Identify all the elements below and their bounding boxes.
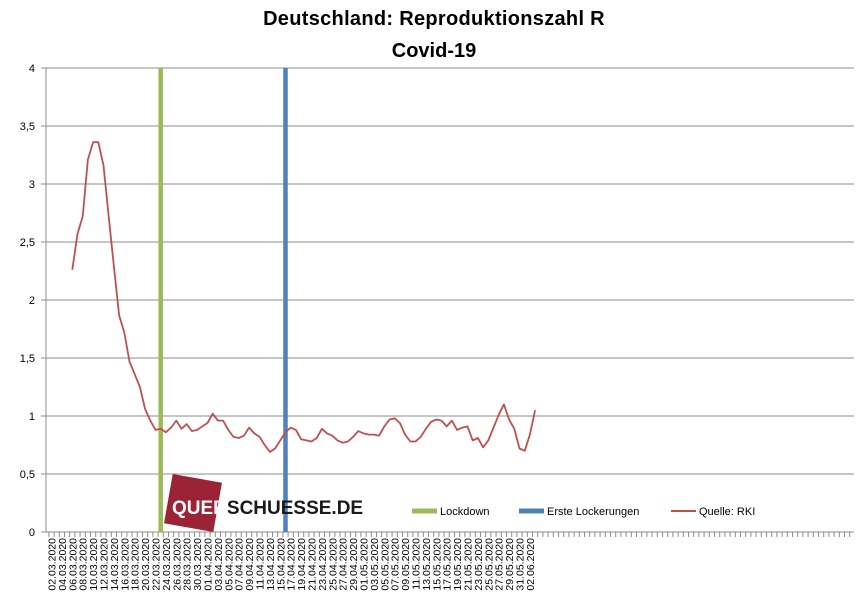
x-tick-label: 25.05.2020 — [483, 538, 495, 591]
legend: Lockdown Erste Lockerungen Quelle: RKI — [412, 506, 755, 518]
y-tick-label: 4 — [29, 63, 35, 75]
x-tick-label: 01.05.2020 — [359, 538, 371, 591]
x-tick-label: 26.03.2020 — [171, 538, 183, 591]
x-tick-label: 27.05.2020 — [494, 538, 506, 591]
watermark-text: QUERSCHUESSE.DE — [172, 498, 363, 519]
x-tick-label: 12.03.2020 — [99, 538, 111, 591]
x-tick-label: 09.05.2020 — [400, 538, 412, 591]
x-tick-label: 10.03.2020 — [88, 538, 100, 591]
watermark-text-rest: SCHUESSE.DE — [227, 498, 363, 519]
x-tick-label: 21.05.2020 — [463, 538, 475, 591]
x-tick-label: 23.04.2020 — [317, 538, 329, 591]
y-tick-label: 1 — [29, 411, 35, 423]
x-tick-label: 02.06.2020 — [525, 538, 537, 591]
x-tick-label: 29.05.2020 — [504, 538, 516, 591]
x-tick-label: 01.04.2020 — [203, 538, 215, 591]
x-tick-label: 25.04.2020 — [327, 538, 339, 591]
querschuesse-watermark: QUERSCHUESSE.DE — [164, 474, 363, 532]
x-tick-label: 04.03.2020 — [57, 538, 69, 591]
y-tick-label: 1,5 — [20, 353, 35, 365]
x-tick-label: 17.05.2020 — [442, 538, 454, 591]
y-tick-label: 3 — [29, 179, 35, 191]
x-axis: 02.03.202004.03.202006.03.202008.03.2020… — [46, 531, 854, 591]
x-tick-label: 05.04.2020 — [223, 538, 235, 591]
x-tick-label: 14.03.2020 — [109, 538, 121, 591]
legend-label: Quelle: RKI — [699, 506, 755, 518]
x-tick-label: 21.04.2020 — [307, 538, 319, 591]
x-tick-label: 23.05.2020 — [473, 538, 485, 591]
y-tick-label: 2 — [29, 295, 35, 307]
y-tick-label: 3,5 — [20, 121, 35, 133]
y-tick-label: 0,5 — [20, 469, 35, 481]
series-line-rki — [71, 141, 536, 453]
x-tick-label: 15.04.2020 — [275, 538, 287, 591]
x-tick-label: 19.05.2020 — [452, 538, 464, 591]
x-tick-label: 27.04.2020 — [338, 538, 350, 591]
x-tick-label: 24.03.2020 — [161, 538, 173, 591]
x-tick-label: 20.03.2020 — [140, 538, 152, 591]
x-tick-label: 17.04.2020 — [286, 538, 298, 591]
chart-title: Deutschland: Reproduktionszahl R — [263, 8, 605, 30]
x-tick-label: 03.04.2020 — [213, 538, 225, 591]
gridlines — [46, 67, 854, 533]
x-tick-label: 07.05.2020 — [390, 538, 402, 591]
x-tick-label: 19.04.2020 — [296, 538, 308, 591]
x-tick-label: 05.05.2020 — [379, 538, 391, 591]
x-tick-label: 29.04.2020 — [348, 538, 360, 591]
y-axis: 0 0,5 1 1,5 2 2,5 3 3,5 4 — [20, 63, 47, 539]
x-tick-label: 11.04.2020 — [255, 538, 267, 590]
x-tick-label: 06.03.2020 — [67, 538, 79, 591]
legend-label: Lockdown — [440, 506, 490, 518]
x-tick-label: 07.04.2020 — [234, 538, 246, 591]
watermark-text-accent: QUER — [172, 498, 227, 519]
chart-subtitle: Covid-19 — [391, 40, 477, 62]
x-tick-label: 03.05.2020 — [369, 538, 381, 591]
x-tick-label: 22.03.2020 — [151, 538, 163, 591]
x-tick-label: 28.03.2020 — [182, 538, 194, 591]
y-tick-label: 0 — [29, 527, 35, 539]
y-tick-label: 2,5 — [20, 237, 35, 249]
x-tick-label: 15.05.2020 — [431, 538, 443, 591]
x-tick-label: 09.04.2020 — [244, 538, 256, 591]
x-tick-label: 18.03.2020 — [130, 538, 142, 591]
x-tick-label: 13.05.2020 — [421, 538, 433, 591]
x-tick-label: 11.05.2020 — [411, 538, 423, 590]
x-tick-label: 31.05.2020 — [515, 538, 527, 591]
x-tick-label: 30.03.2020 — [192, 538, 204, 591]
watermark-logo-box — [164, 474, 222, 532]
x-tick-label: 13.04.2020 — [265, 538, 277, 591]
x-tick-label: 08.03.2020 — [78, 538, 90, 591]
legend-label: Erste Lockerungen — [547, 506, 639, 518]
x-tick-label: 02.03.2020 — [47, 538, 59, 591]
event-lines — [158, 68, 288, 532]
x-tick-label: 16.03.2020 — [119, 538, 131, 591]
series-layer — [71, 141, 536, 453]
